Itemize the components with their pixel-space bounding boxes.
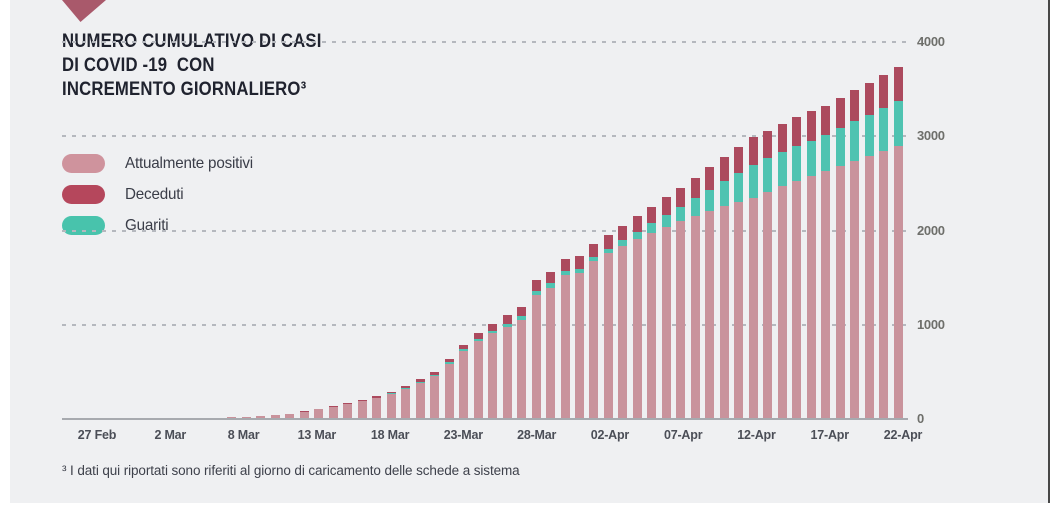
y-tick-label-1000: 1000	[917, 316, 945, 332]
bar-49	[806, 111, 816, 419]
bar-10	[241, 416, 251, 419]
chart-panel: NUMERO CUMULATIVO DI CASI DI COVID -19 C…	[10, 0, 1050, 503]
x-tick-label-02-apr: 02-Apr	[590, 428, 630, 442]
gridline-3000	[62, 135, 908, 138]
bar-40	[676, 188, 686, 419]
bar-24	[444, 358, 454, 419]
bar-47	[777, 124, 787, 419]
bar-11	[256, 416, 266, 419]
bar-16	[328, 406, 338, 419]
y-axis-labels: 0 1000 2000 3000 4000	[917, 34, 977, 426]
y-tick-label-4000: 4000	[917, 34, 945, 49]
bar-42	[705, 167, 715, 419]
bar-43	[719, 157, 729, 419]
bar-20	[386, 391, 396, 419]
bar-27	[488, 323, 498, 419]
gridline-2000	[62, 229, 908, 232]
bar-50	[821, 105, 831, 419]
legend-label-guariti: Guariti	[125, 216, 169, 234]
x-axis-labels: 27 Feb 2 Mar 8 Mar 13 Mar 18 Mar 23-Mar 28-Mar…	[78, 428, 923, 444]
bar-46	[763, 130, 773, 419]
bar-34	[589, 243, 599, 419]
bar-21	[401, 386, 411, 419]
bar-22	[415, 379, 425, 419]
bar-28	[502, 315, 512, 419]
bar-54	[879, 75, 889, 419]
bar-52	[850, 90, 860, 419]
bar-14	[299, 411, 309, 419]
bar-35	[603, 234, 613, 419]
bar-37	[632, 215, 642, 419]
y-tick-label-0: 0	[917, 411, 924, 426]
x-tick-label-8-mar: 8 Mar	[227, 428, 260, 442]
bar-38	[647, 206, 657, 419]
x-axis-line	[62, 418, 908, 420]
gridline-1000	[62, 323, 908, 326]
legend-label-positivi: Attualmente positivi	[125, 154, 254, 172]
legend-item-positivi: Attualmente positivi	[62, 154, 260, 173]
y-tick-label-2000: 2000	[917, 222, 945, 238]
logo-triangle-icon	[62, 0, 106, 22]
bar-15	[314, 408, 324, 419]
x-tick-label-28-mar: 28-Mar	[517, 428, 557, 442]
bar-23	[430, 371, 440, 419]
bar-36	[618, 225, 628, 419]
legend-swatch-deceduti	[62, 185, 105, 204]
bar-25	[459, 344, 469, 419]
x-tick-label-18-mar: 18 Mar	[370, 428, 410, 442]
legend-item-deceduti: Deceduti	[62, 185, 260, 204]
bar-45	[748, 137, 758, 419]
bar-55	[893, 67, 903, 419]
bar-18	[357, 400, 367, 419]
x-tick-label-2-mar: 2 Mar	[154, 428, 187, 442]
bar-53	[864, 82, 874, 419]
x-tick-label-07-apr: 07-Apr	[663, 428, 703, 442]
bar-39	[661, 197, 671, 419]
footnote: ³ I dati qui riportati sono riferiti al …	[62, 463, 520, 478]
bar-13	[285, 413, 295, 419]
bar-29	[517, 306, 527, 419]
bar-31	[546, 272, 556, 419]
chart-title-line2: DI COVID -19 CON	[62, 55, 215, 76]
bar-32	[560, 258, 570, 419]
bar-26	[473, 333, 483, 419]
bar-17	[343, 403, 353, 419]
legend-swatch-positivi	[62, 154, 105, 173]
bar-48	[792, 117, 802, 419]
bar-12	[270, 414, 280, 419]
x-tick-label-12-apr: 12-Apr	[737, 428, 776, 442]
x-tick-label-13-mar: 13 Mar	[297, 428, 337, 442]
bar-44	[734, 147, 744, 419]
x-tick-label-22-apr: 22-Apr	[883, 428, 923, 442]
chart-title-line3: INCREMENTO GIORNALIERO³	[62, 79, 307, 100]
bar-19	[372, 396, 382, 419]
bar-33	[574, 256, 584, 419]
gridline-4000	[62, 41, 908, 43]
y-tick-label-3000: 3000	[917, 128, 945, 144]
bars	[97, 42, 903, 419]
legend-label-deceduti: Deceduti	[125, 185, 184, 203]
bar-30	[531, 280, 541, 419]
x-tick-label-27-feb: 27 Feb	[77, 428, 117, 442]
x-tick-label-17-apr: 17-Apr	[810, 428, 850, 442]
bar-41	[690, 177, 700, 419]
bar-51	[835, 97, 845, 419]
x-tick-label-23-mar: 23-Mar	[443, 428, 483, 442]
plot-area	[62, 41, 908, 420]
